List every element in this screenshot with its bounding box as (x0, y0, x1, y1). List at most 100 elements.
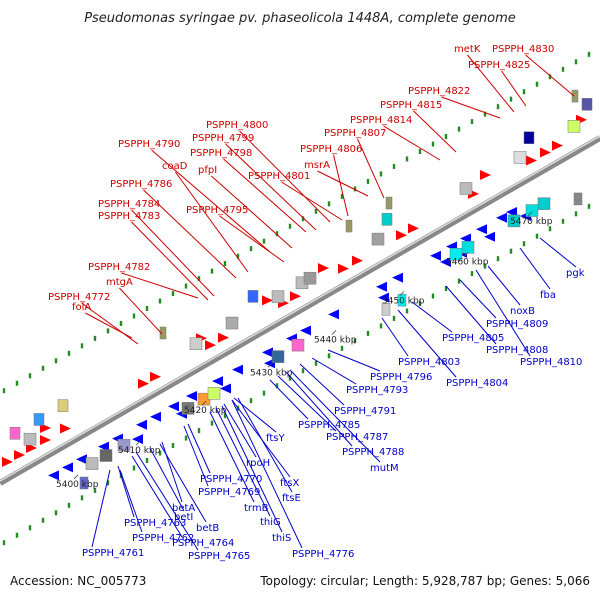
dot-marker (587, 203, 591, 209)
gene-label-forward: PSPPH_4799 (192, 133, 254, 144)
gene-label-forward: msrA (304, 160, 330, 171)
reverse-gene-arrow (220, 383, 231, 394)
leader-line-forward (317, 170, 369, 197)
dot-marker (106, 328, 110, 334)
gene-block (523, 131, 535, 144)
leader-line-reverse (215, 407, 271, 517)
gene-block (571, 89, 579, 103)
gene-label-reverse: PSPPH_4803 (398, 357, 460, 368)
dot-marker (405, 308, 409, 314)
gene-label-forward: PSPPH_4795 (186, 205, 248, 216)
dot-marker (366, 330, 370, 336)
gene-labels: folAPSPPH_4772mtgAPSPPH_4782PSPPH_4783PS… (48, 44, 585, 562)
forward-gene-arrow (526, 155, 537, 166)
dot-marker (158, 450, 162, 456)
dot-marker (210, 420, 214, 426)
gene-label-forward: PSPPH_4822 (408, 86, 470, 97)
reverse-gene-arrow (76, 454, 87, 465)
dot-marker (132, 465, 136, 471)
gene-label-reverse: PSPPH_4808 (486, 345, 548, 356)
tick-label: 5420 kbp (184, 406, 227, 416)
dot-marker (132, 313, 136, 319)
dot-marker (483, 111, 487, 117)
reverse-gene-arrow (328, 309, 339, 320)
reverse-gene-arrow (212, 376, 223, 387)
gene-block (189, 337, 203, 350)
gene-label-reverse: PSPPH_4769 (198, 487, 260, 498)
kbp-ticks: 5400 kbp 5410 kbp 5420 kbp 5430 kbp 5440 kbp… (56, 211, 553, 490)
gene-label-forward: PSPPH_4783 (98, 211, 160, 222)
leader-line-reverse (269, 379, 309, 420)
leader-line-reverse (149, 447, 185, 512)
dot-marker (548, 74, 552, 80)
reverse-gene-arrow (136, 419, 147, 430)
dot-marker (496, 256, 500, 262)
tick-label: 5470 kbp (510, 217, 553, 227)
gene-label-reverse: PSPPH_4810 (520, 357, 582, 368)
leader-line-reverse (411, 301, 453, 333)
dot-marker (431, 141, 435, 147)
leader-line-forward (239, 130, 331, 223)
tick-label: 5400 kbp (56, 480, 99, 490)
dot-marker (67, 502, 71, 508)
dot-marker (93, 487, 97, 493)
gene-label-reverse: PSPPH_4793 (346, 385, 408, 396)
leader-line-reverse (397, 309, 457, 378)
dot-marker (548, 226, 552, 232)
gene-label-reverse: trmB (244, 503, 269, 514)
dot-marker (54, 358, 58, 364)
forward-gene-arrow (408, 223, 419, 234)
dot-marker (340, 193, 344, 199)
dot-marker (392, 315, 396, 321)
leader-line-reverse (381, 317, 409, 357)
gene-block (207, 387, 221, 400)
dot-marker (379, 171, 383, 177)
reverse-gene-arrow (150, 411, 161, 422)
tick-label: 5430 kbp (250, 368, 293, 378)
gene-block (99, 449, 113, 462)
leader-line-reverse (289, 369, 381, 463)
tick-mark (527, 211, 533, 217)
gene-label-forward: PSPPH_4798 (190, 148, 252, 159)
tick-mark (399, 291, 405, 296)
tick-mark (331, 330, 337, 335)
gene-label-reverse: thiS (272, 533, 291, 544)
gene-block (397, 293, 407, 307)
dot-marker (457, 278, 461, 284)
dot-marker (145, 305, 149, 311)
gene-block (381, 213, 393, 226)
gene-label-reverse: PSPPH_4762 (132, 533, 194, 544)
leader-line-reverse (285, 371, 353, 447)
gene-label-reverse: PSPPH_4788 (342, 447, 404, 458)
leader-line-reverse (277, 375, 337, 432)
gene-block (159, 326, 167, 340)
leader-line-reverse (237, 397, 293, 493)
gene-label-forward: PSPPH_4784 (98, 199, 160, 210)
leader-line-reverse (539, 237, 577, 268)
gene-block (181, 402, 195, 415)
leader-line-reverse (231, 399, 303, 549)
gene-label-forward: metK (454, 44, 481, 55)
leader-line-reverse (311, 357, 357, 385)
dot-marker (392, 163, 396, 169)
reverse-gene-arrow (460, 233, 471, 244)
dot-marker (535, 233, 539, 239)
leader-line-forward (223, 158, 307, 233)
leader-line-forward (281, 181, 343, 221)
dot-marker (80, 495, 84, 501)
reverse-gene-arrow (262, 347, 273, 358)
dot-marker (288, 223, 292, 229)
dot-marker (288, 375, 292, 381)
leader-line-forward (525, 54, 575, 97)
leader-line-reverse (135, 451, 199, 551)
gene-label-forward: PSPPH_4800 (206, 120, 268, 131)
gene-block (567, 120, 581, 133)
gene-label-forward: PSPPH_4790 (118, 139, 180, 150)
leader-line-forward (131, 221, 209, 301)
dot-marker (327, 353, 331, 359)
gene-block (449, 248, 463, 261)
gene-block (513, 151, 527, 164)
leader-line-forward (467, 54, 515, 113)
leader-line-reverse (327, 349, 381, 372)
gene-label-reverse: PSPPH_4787 (326, 432, 388, 443)
